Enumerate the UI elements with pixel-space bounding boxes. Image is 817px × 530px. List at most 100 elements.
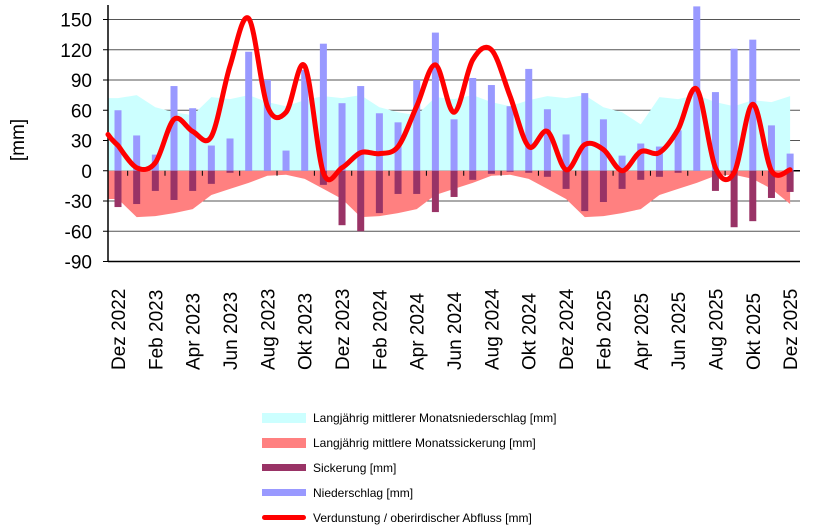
bar-precipitation	[263, 80, 271, 171]
bar-precipitation	[375, 113, 383, 171]
x-tick-label: Okt 2023	[296, 293, 317, 370]
bar-seepage	[543, 170, 551, 177]
legend-swatch-bar-seepage	[262, 464, 306, 471]
y-tick-label: 60	[71, 101, 92, 122]
y-tick-label: 150	[60, 11, 92, 32]
x-tick-label: Dez 2025	[781, 289, 802, 370]
bar-precipitation	[767, 125, 775, 171]
legend-swatch-area-precip	[262, 412, 306, 423]
legend: Langjährig mittlerer Monatsniederschlag …	[262, 405, 556, 530]
bar-seepage	[637, 170, 645, 180]
x-tick-label: Dez 2022	[109, 289, 130, 370]
line-series	[105, 15, 793, 183]
bar-precipitation	[114, 110, 122, 171]
x-tick-label: Jun 2023	[221, 292, 242, 370]
bar-precipitation	[581, 93, 589, 171]
x-tick-label: Apr 2025	[632, 293, 653, 370]
tick-labels: 150 120 90 60 30 0 -30 -60 -90 Dez 2022 Feb 2023 Ap…	[60, 11, 802, 371]
bar-precipitation	[207, 145, 215, 171]
bar-seepage	[151, 170, 159, 191]
bar-precipitation	[338, 103, 346, 171]
x-tick-label: Feb 2024	[370, 289, 391, 370]
bar-precipitation	[319, 43, 327, 171]
y-tick-label: 30	[71, 132, 92, 153]
area-long-term-precipitation	[108, 95, 791, 171]
bar-seepage	[469, 170, 477, 180]
bar-seepage	[133, 170, 141, 205]
bar-precipitation	[637, 143, 645, 171]
bar-precipitation	[301, 69, 309, 171]
bar-seepage	[562, 170, 570, 189]
bar-seepage	[170, 170, 178, 200]
bar-precipitation	[525, 68, 533, 171]
bar-seepage	[357, 170, 365, 232]
legend-label: Verdunstung / oberirdischer Abfluss [mm]	[313, 510, 532, 525]
bar-seepage	[786, 170, 794, 192]
bar-precipitation	[245, 51, 253, 171]
bar-precipitation	[674, 130, 682, 171]
x-tick-label: Jun 2024	[445, 291, 466, 370]
bar-seepage	[711, 170, 719, 191]
bar-precipitation	[189, 108, 197, 171]
x-tick-label: Dez 2024	[557, 288, 578, 370]
y-tick-label: -30	[65, 192, 92, 213]
legend-item: Langjährig mittlerer Monatsniederschlag …	[262, 405, 556, 430]
legend-item: Niederschlag [mm]	[262, 480, 556, 505]
bar-seepage	[413, 170, 421, 194]
legend-item: Sickerung [mm]	[262, 455, 556, 480]
bar-precipitation	[618, 155, 626, 171]
y-tick-label: 90	[71, 71, 92, 92]
y-axis-label: [mm]	[8, 119, 29, 161]
bar-seepage	[599, 170, 607, 203]
y-tick-label: 0	[81, 162, 92, 183]
bar-precipitation	[431, 32, 439, 171]
bar-precipitation	[730, 48, 738, 171]
bar-precipitation	[562, 134, 570, 171]
bar-precipitation	[487, 85, 495, 171]
y-tick-label: -90	[65, 253, 92, 274]
bar-seepage	[581, 170, 589, 212]
bar-seepage	[506, 170, 514, 172]
x-tick-label: Okt 2025	[744, 293, 765, 370]
chart-svg: 150 120 90 60 30 0 -30 -60 -90 Dez 2022 Feb 2023 Ap…	[8, 5, 802, 371]
legend-label: Langjährig mittlere Monatssickerung [mm]	[313, 435, 536, 450]
bar-seepage	[394, 170, 402, 194]
bar-seepage	[450, 170, 458, 197]
bar-precipitation	[282, 150, 290, 171]
bar-seepage	[730, 170, 738, 228]
bar-seepage	[189, 170, 197, 191]
x-tick-label: Apr 2023	[184, 293, 205, 370]
bar-seepage	[487, 170, 495, 174]
bar-seepage	[226, 170, 234, 173]
legend-label: Niederschlag [mm]	[313, 485, 414, 500]
legend-label: Langjährig mittlerer Monatsniederschlag …	[313, 410, 557, 425]
bar-seepage	[338, 170, 346, 226]
bar-seepage	[207, 170, 215, 184]
bar-seepage	[114, 170, 122, 208]
bar-seepage	[767, 170, 775, 198]
x-tick-label: Aug 2023	[258, 289, 279, 370]
bar-seepage	[431, 170, 439, 213]
legend-label: Sickerung [mm]	[313, 460, 397, 475]
legend-swatch-area-seepage	[262, 437, 306, 448]
x-tick-label: Aug 2024	[482, 288, 503, 370]
bar-precipitation	[133, 135, 141, 171]
bar-precipitation	[655, 146, 663, 171]
legend-swatch-line	[262, 515, 306, 520]
legend-swatch-bar-precip	[262, 489, 306, 496]
y-tick-label: -60	[65, 222, 92, 243]
x-tick-label: Aug 2025	[706, 289, 727, 370]
bar-precipitation	[357, 86, 365, 171]
bar-seepage	[525, 170, 533, 173]
legend-item: Langjährig mittlere Monatssickerung [mm]	[262, 430, 556, 455]
bar-precipitation	[599, 119, 607, 171]
bar-precipitation	[711, 92, 719, 171]
x-tick-label: Feb 2025	[594, 290, 615, 370]
line-evaporation-runoff	[105, 15, 793, 183]
x-tick-label: Jun 2025	[669, 292, 690, 370]
bar-precipitation	[170, 86, 178, 171]
bar-seepage	[674, 170, 682, 173]
x-tick-label: Dez 2023	[333, 289, 354, 370]
bar-precipitation	[450, 119, 458, 171]
